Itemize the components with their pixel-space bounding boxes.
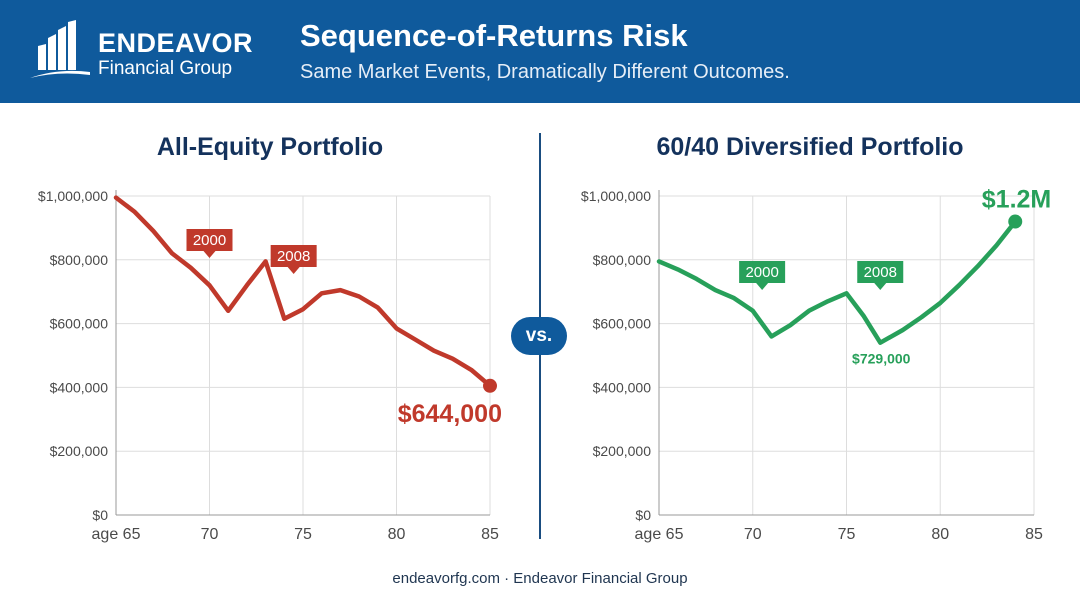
y-tick-label: $800,000 xyxy=(50,252,109,268)
y-tick-label: $600,000 xyxy=(593,316,652,332)
event-callout-2000: 2000 xyxy=(739,261,786,290)
callout-label: 2008 xyxy=(277,248,310,265)
callout-box xyxy=(186,229,233,251)
event-callout-2008: 2008 xyxy=(270,245,317,274)
series-line xyxy=(113,195,493,389)
callout-pointer xyxy=(874,283,887,290)
callout-box xyxy=(270,245,317,267)
end-value-label: $644,000 xyxy=(398,400,502,428)
y-tick-label: $800,000 xyxy=(593,252,652,268)
x-tick-label: 75 xyxy=(838,526,856,543)
y-tick-label: $0 xyxy=(92,507,108,523)
event-callout-2000: 2000 xyxy=(186,229,233,258)
y-tick-label: $400,000 xyxy=(593,379,652,395)
end-point-marker xyxy=(1008,214,1023,229)
vs-badge: vs. xyxy=(511,317,567,355)
x-tick-label: 80 xyxy=(388,526,406,543)
brand-subtitle: Financial Group xyxy=(98,58,233,79)
x-tick-label: age 65 xyxy=(635,526,684,543)
callout-label: 2000 xyxy=(193,232,226,249)
callout-label: 2000 xyxy=(745,264,778,281)
x-tick-label: 70 xyxy=(201,526,219,543)
y-tick-label: $600,000 xyxy=(50,316,109,332)
y-tick-label: $1,000,000 xyxy=(38,188,108,204)
y-tick-label: $200,000 xyxy=(593,443,652,459)
chart-diversified: $0 $200,000 $400,000 $600,000 $800,000 $1,000… xyxy=(581,186,1051,543)
end-value-label: $1.2M xyxy=(982,186,1051,214)
callout-box xyxy=(739,261,786,283)
callout-pointer xyxy=(203,251,216,258)
trough-value-label: $729,000 xyxy=(852,351,911,367)
x-tick-label: 75 xyxy=(294,526,312,543)
x-tick-label: age 65 xyxy=(92,526,141,543)
callout-pointer xyxy=(756,283,769,290)
end-point-marker xyxy=(483,378,497,393)
x-tick-label: 85 xyxy=(1025,526,1043,543)
building-logo-icon xyxy=(30,20,90,78)
x-tick-label: 85 xyxy=(481,526,499,543)
callout-pointer xyxy=(287,267,300,274)
y-tick-label: $1,000,000 xyxy=(581,188,651,204)
y-tick-label: $400,000 xyxy=(50,379,109,395)
brand-logo[interactable]: ENDEAVOR Financial Group xyxy=(28,18,278,84)
page-subtitle: Same Market Events, Dramatically Differe… xyxy=(300,61,790,83)
x-tick-label: 70 xyxy=(744,526,762,543)
series-line xyxy=(656,219,1018,345)
chart-title-diversified: 60/40 Diversified Portfolio xyxy=(656,133,964,161)
event-callout-2008: 2008 xyxy=(857,261,904,290)
chart-equity: $0 $200,000 $400,000 $600,000 $800,000 $1,000… xyxy=(38,188,502,543)
y-tick-label: $0 xyxy=(635,507,651,523)
footer-text: endeavorfg.com · Endeavor Financial Grou… xyxy=(392,570,688,587)
chart-title-equity: All-Equity Portfolio xyxy=(156,133,384,161)
callout-label: 2008 xyxy=(864,264,897,281)
header-banner: ENDEAVOR Financial Group Sequence-of-Ret… xyxy=(0,0,1080,103)
x-tick-label: 80 xyxy=(931,526,949,543)
callout-box xyxy=(857,261,904,283)
y-tick-label: $200,000 xyxy=(50,443,109,459)
page-title: Sequence-of-Returns Risk xyxy=(300,18,688,53)
brand-name: ENDEAVOR xyxy=(98,28,254,58)
